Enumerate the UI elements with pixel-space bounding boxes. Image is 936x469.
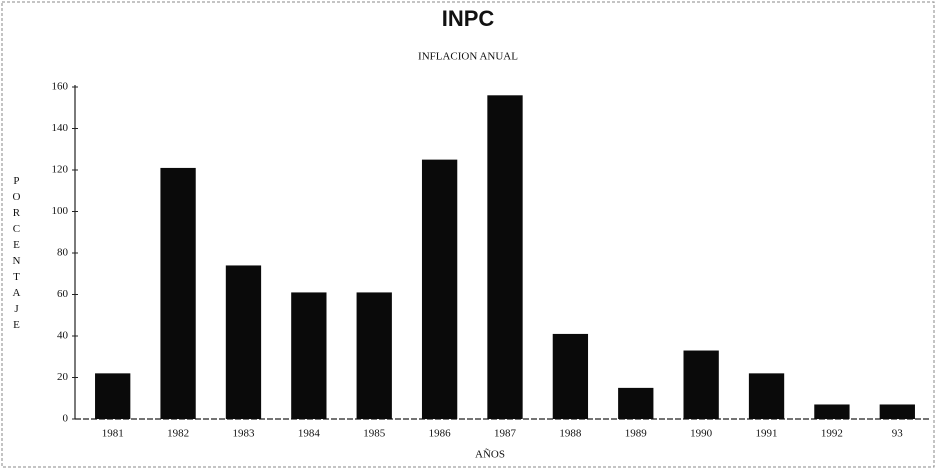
bar bbox=[421, 159, 458, 419]
y-axis-label: PORCENTAJE bbox=[10, 175, 22, 335]
x-tick-label: 1981 bbox=[102, 428, 124, 440]
y-tick-label: 80 bbox=[57, 247, 69, 259]
bar bbox=[225, 265, 262, 419]
chart-title: INPC bbox=[442, 6, 495, 31]
bar bbox=[879, 404, 915, 419]
bar bbox=[814, 404, 850, 419]
chart-subtitle: INFLACION ANUAL bbox=[418, 51, 518, 63]
y-tick-label: 40 bbox=[57, 330, 69, 342]
x-tick-label: 1990 bbox=[690, 428, 713, 440]
x-tick-label: 1984 bbox=[298, 428, 321, 440]
x-tick-label: 1983 bbox=[232, 428, 255, 440]
y-tick-label: 60 bbox=[57, 288, 69, 300]
bar bbox=[95, 373, 131, 419]
x-tick-label: 1992 bbox=[821, 428, 843, 440]
bar bbox=[748, 373, 785, 419]
y-tick-label: 120 bbox=[52, 164, 69, 176]
x-axis-label: AÑOS bbox=[475, 449, 505, 461]
x-tick-label: 93 bbox=[892, 428, 904, 440]
x-tick-label: 1982 bbox=[167, 428, 189, 440]
x-tick-label: 1988 bbox=[559, 428, 582, 440]
y-tick-label: 100 bbox=[52, 205, 69, 217]
bar bbox=[291, 292, 327, 419]
bar bbox=[160, 167, 196, 419]
x-tick-label: 1989 bbox=[625, 428, 648, 440]
x-tick-label: 1991 bbox=[756, 428, 778, 440]
x-tick-label: 1985 bbox=[363, 428, 386, 440]
x-tick-label: 1987 bbox=[494, 428, 517, 440]
bar bbox=[356, 292, 392, 419]
y-tick-label: 0 bbox=[63, 413, 69, 425]
y-tick-label: 140 bbox=[52, 122, 69, 134]
bar bbox=[618, 387, 654, 419]
bar bbox=[552, 333, 589, 419]
bar bbox=[683, 350, 719, 419]
bar bbox=[487, 95, 523, 420]
y-tick-label: 20 bbox=[57, 371, 69, 383]
y-tick-label: 160 bbox=[52, 81, 69, 93]
x-tick-label: 1986 bbox=[429, 428, 452, 440]
